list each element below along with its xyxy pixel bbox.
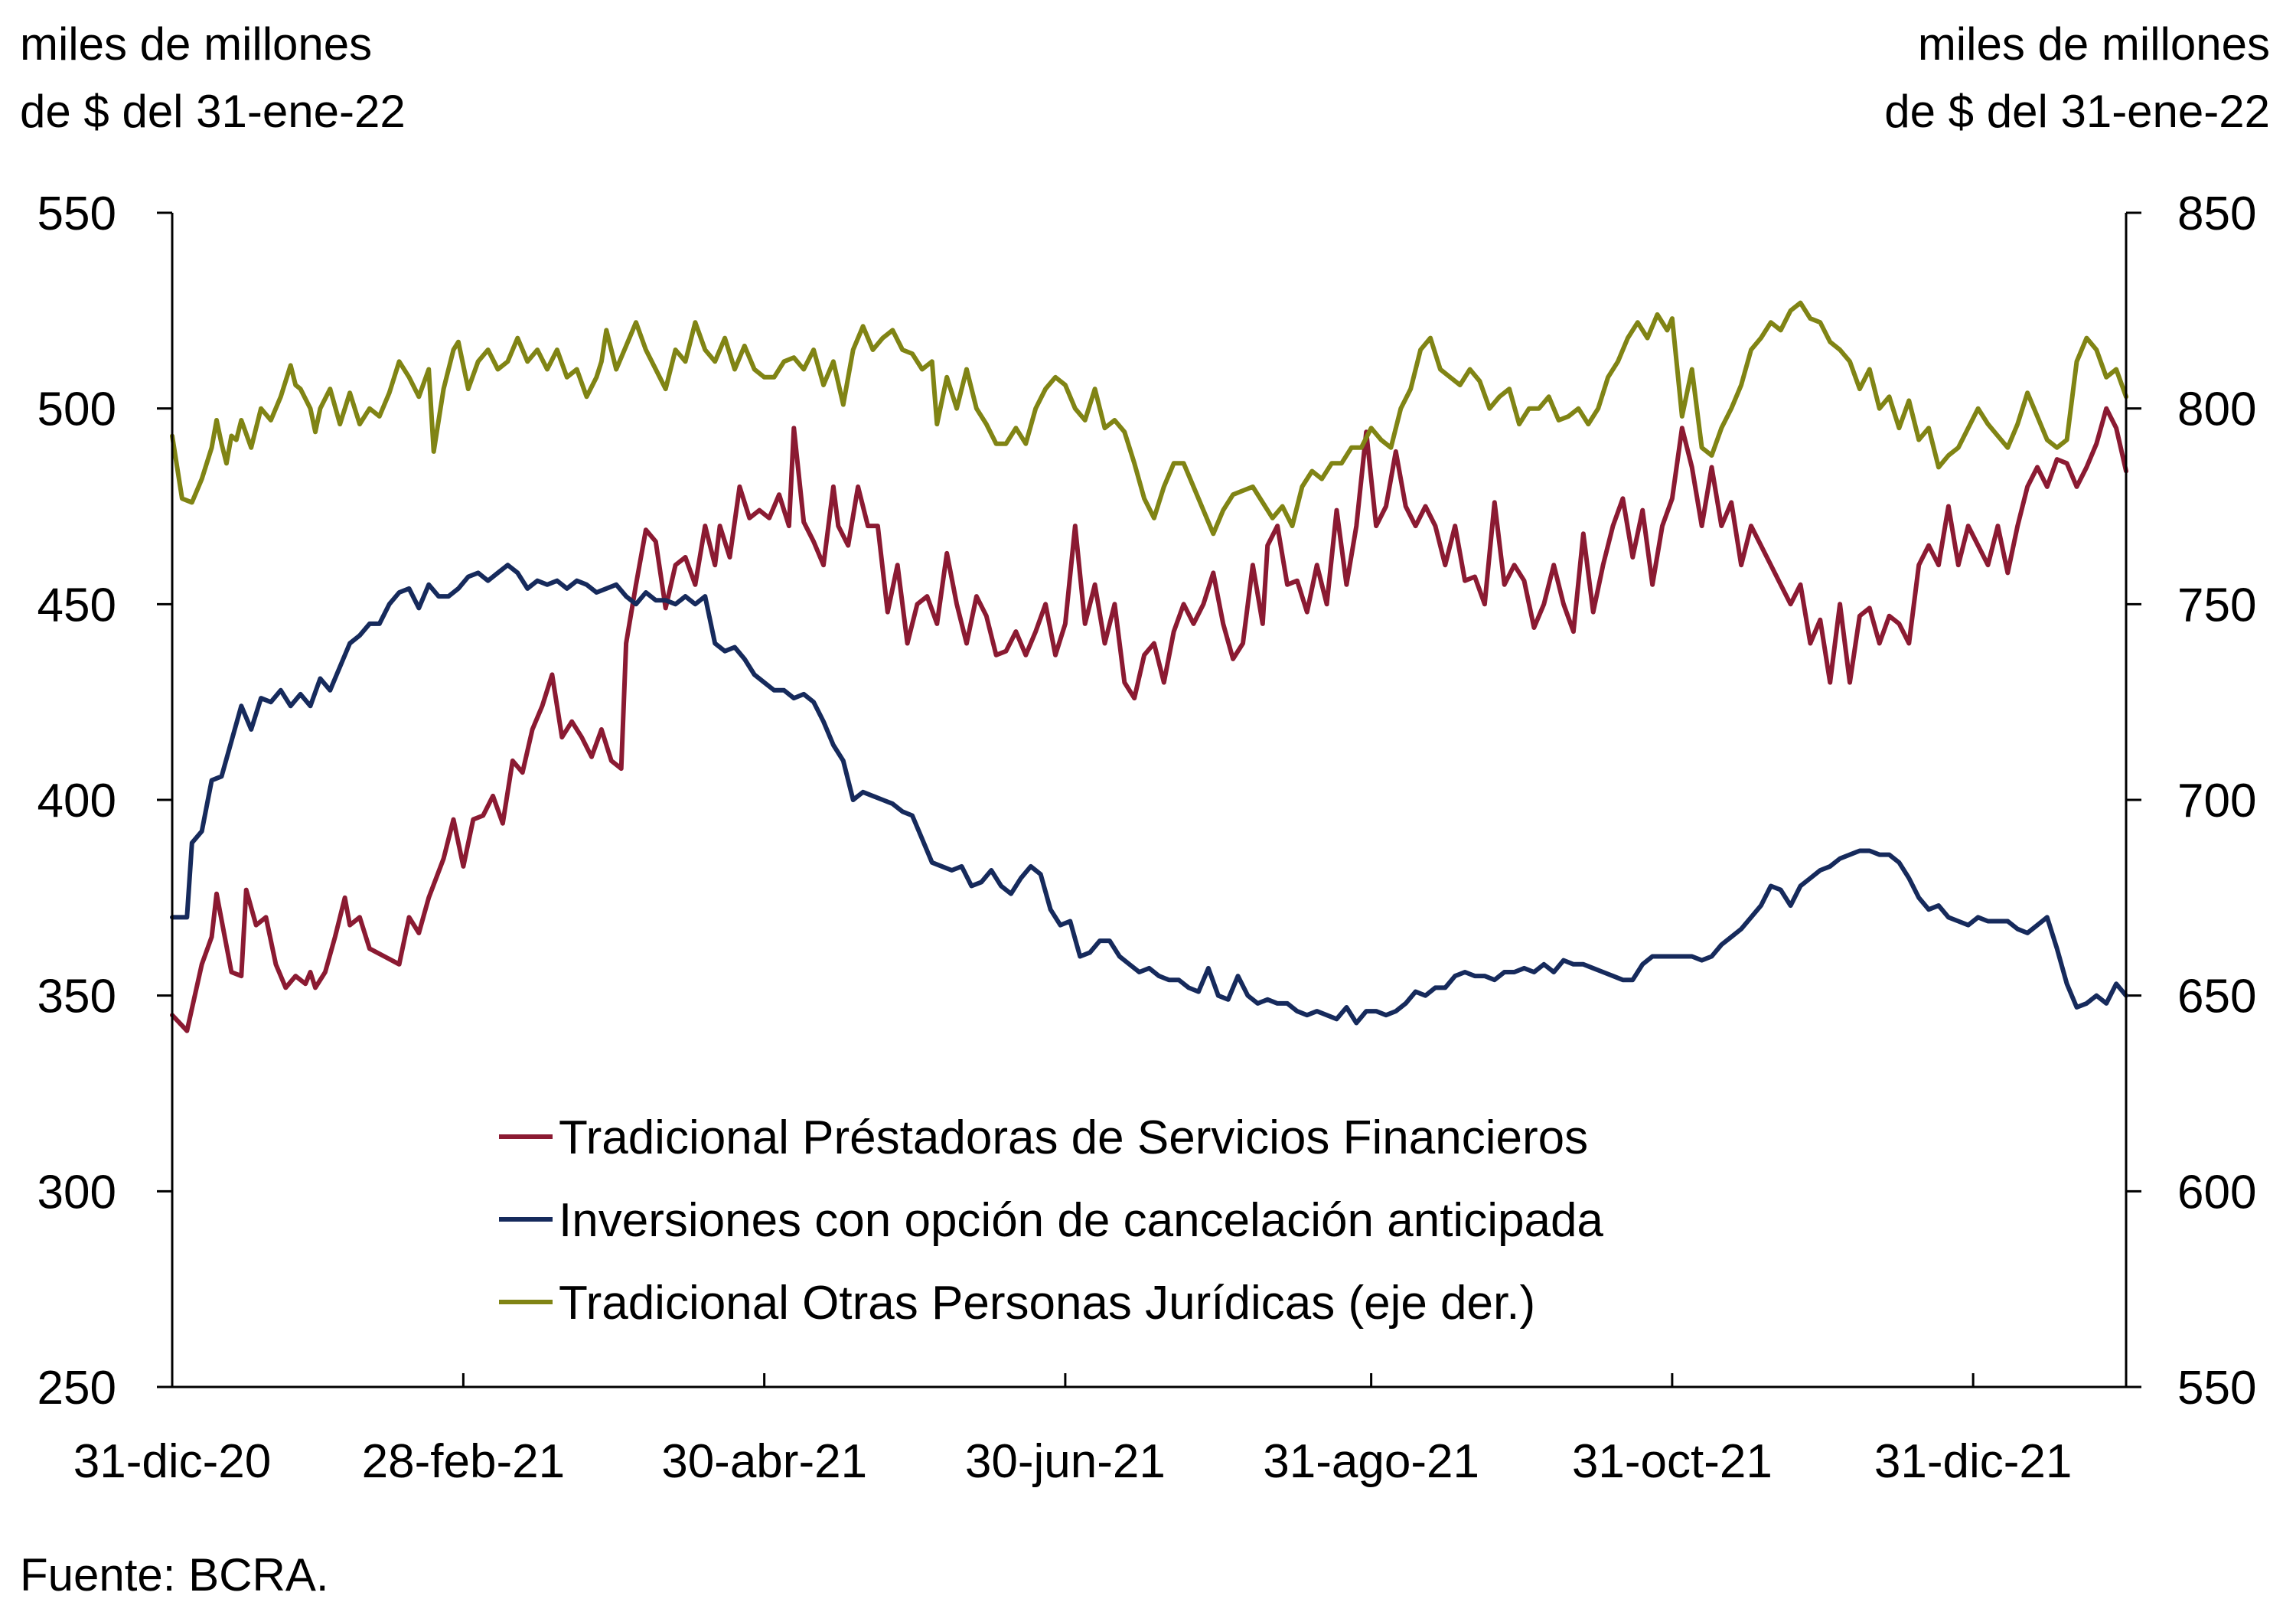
legend: Tradicional Préstadoras de Servicios Fin…: [499, 1111, 1603, 1330]
left-tick-label-450: 450: [38, 579, 116, 631]
x-tick-label-5: 31-oct-21: [1572, 1435, 1773, 1488]
right-tick-label-750: 750: [2177, 579, 2256, 631]
left-tick-label-350: 350: [38, 971, 116, 1023]
left-unit-line-1: miles de millones: [20, 18, 372, 70]
left-axis-unit: miles de millones de $ del 31-ene-22: [20, 18, 406, 137]
x-tick-label-1: 28-feb-21: [362, 1435, 565, 1488]
x-tick-label-6: 31-dic-21: [1874, 1435, 2072, 1488]
right-tick-label-550: 550: [2177, 1362, 2256, 1415]
right-unit-line-1: miles de millones: [1918, 18, 2270, 70]
x-tick-label-3: 30-jun-21: [965, 1435, 1166, 1488]
right-tick-label-850: 850: [2177, 188, 2256, 240]
x-axis-ticks: 31-dic-20 28-feb-21 30-abr-21 30-jun-21 31-a…: [73, 1373, 2072, 1488]
series-line-otras-juridicas: [170, 300, 2128, 537]
legend-label-otras-juridicas: Tradicional Otras Personas Jurídicas (ej…: [559, 1277, 1535, 1330]
x-tick-label-4: 31-ago-21: [1263, 1435, 1479, 1488]
left-axis-ticks: 550 500 450 400 350 300 250: [38, 188, 172, 1415]
right-tick-label-650: 650: [2177, 971, 2256, 1023]
left-tick-label-300: 300: [38, 1166, 116, 1219]
right-tick-label-800: 800: [2177, 383, 2256, 436]
left-tick-label-400: 400: [38, 775, 116, 827]
x-tick-label-0: 31-dic-20: [73, 1435, 271, 1488]
legend-label-inversiones: Inversiones con opción de cancelación an…: [559, 1194, 1603, 1247]
left-tick-label-250: 250: [38, 1362, 116, 1415]
right-axis-unit: miles de millones de $ del 31-ene-22: [1884, 18, 2270, 137]
right-unit-line-2: de $ del 31-ene-22: [1884, 86, 2270, 137]
series-line-inversiones: [170, 563, 2128, 1026]
series-lines: [170, 300, 2128, 1033]
source-note: Fuente: BCRA.: [20, 1549, 329, 1601]
left-tick-label-550: 550: [38, 188, 116, 240]
legend-label-prestadoras: Tradicional Préstadoras de Servicios Fin…: [559, 1111, 1588, 1164]
right-tick-label-700: 700: [2177, 775, 2256, 827]
left-unit-line-2: de $ del 31-ene-22: [20, 86, 406, 137]
x-tick-label-2: 30-abr-21: [661, 1435, 867, 1488]
left-tick-label-500: 500: [38, 383, 116, 436]
series-line-prestadoras: [170, 406, 2128, 1033]
right-axis-ticks: 850 800 750 700 650 600 550: [2126, 188, 2256, 1415]
right-tick-label-600: 600: [2177, 1166, 2256, 1219]
